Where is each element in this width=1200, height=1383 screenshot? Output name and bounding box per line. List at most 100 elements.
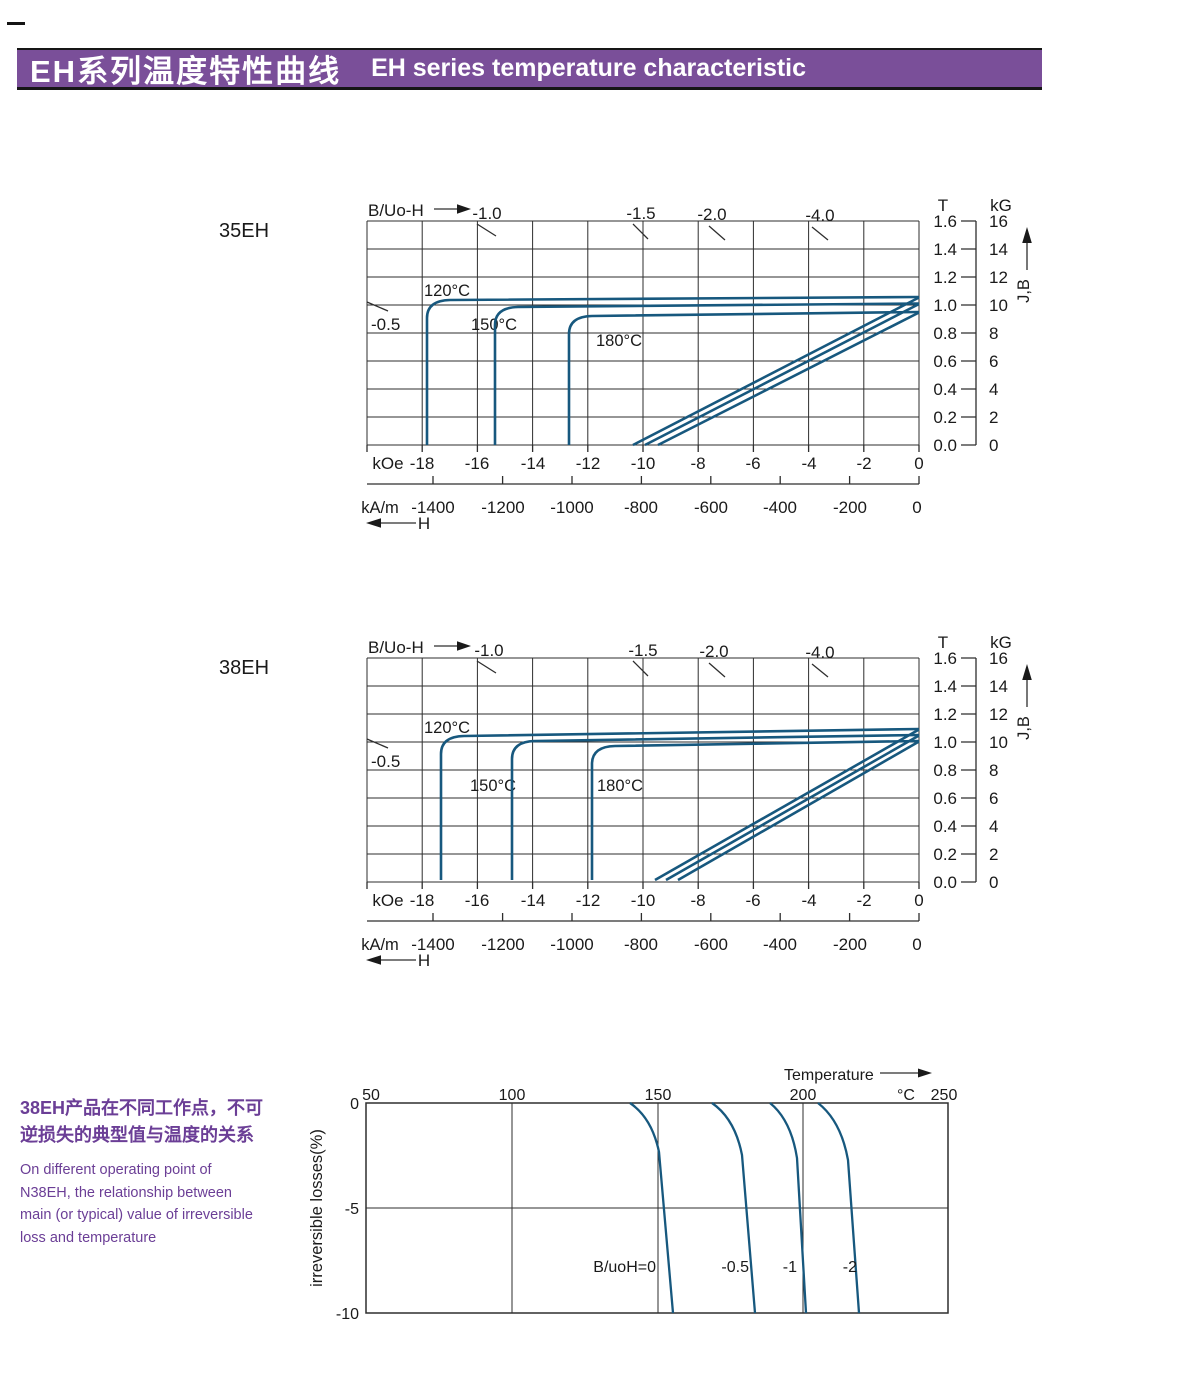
t-unit: T (938, 633, 948, 652)
y-tick-label: 8 (989, 761, 998, 780)
x-tick-label: -2 (856, 891, 871, 910)
page-title-zh: EH系列温度特性曲线 (30, 54, 342, 89)
x-tick-label: -12 (576, 454, 601, 473)
x-unit-koe: kOe (372, 891, 403, 910)
y-axis-name: B/Uo-H (368, 638, 424, 657)
jb-axis-label: J,B (1015, 716, 1033, 740)
t-unit: T (938, 196, 948, 215)
y-tick-label: 0.0 (933, 436, 957, 455)
y-tick-label: 2 (989, 845, 998, 864)
temp-curve-label: 120°C (424, 719, 470, 737)
note-zh-line1: 38EH产品在不同工作点，不可 (20, 1098, 264, 1118)
load-line-label: -1.5 (628, 641, 657, 660)
y-tick-label: 12 (989, 705, 1008, 724)
x-tick-label: -18 (410, 454, 435, 473)
grid-lines (366, 220, 920, 446)
x-tick-label: 0 (914, 454, 923, 473)
curve-label: B/uoH=0 (593, 1259, 656, 1276)
x-tick-label: -18 (410, 891, 435, 910)
y-tick-label: 14 (989, 677, 1008, 696)
x-tick-label: -1400 (411, 935, 454, 954)
y-tick-label: 0.2 (933, 845, 957, 864)
note-en-line2: N38EH, the relationship between (20, 1184, 232, 1201)
load-line-label: -1.0 (474, 641, 503, 660)
load-line-label: -1.5 (626, 204, 655, 223)
h-axis-label: H (418, 951, 430, 970)
curve-label: -1 (783, 1259, 797, 1276)
x-tick-label: 200 (790, 1087, 817, 1104)
y-tick-label: 10 (989, 296, 1008, 315)
axis-ticks (366, 208, 1028, 524)
plot-border (365, 1102, 949, 1314)
y-tick-label: 0.6 (933, 789, 957, 808)
x-tick-label: -1400 (411, 498, 454, 517)
loss-chart: Temperature 50 100 150 200 °C 250 0 -5 -… (308, 1067, 957, 1323)
y-tick-label: 0.4 (933, 817, 957, 836)
x-unit-kam: kA/m (361, 936, 399, 954)
loss-curve-05 (711, 1102, 757, 1314)
kg-unit: kG (990, 196, 1012, 215)
load-line-label: -1.0 (472, 204, 501, 223)
x-tick-label: -1000 (550, 935, 593, 954)
note-zh-line2: 逆损失的典型值与温度的关系 (20, 1125, 254, 1145)
b-curve-180c (657, 311, 920, 447)
b-curve-180c (677, 740, 920, 882)
temp-curve-label: 180°C (597, 777, 643, 795)
y-tick-label: 1.2 (933, 705, 957, 724)
grid-lines (366, 1103, 948, 1313)
y-tick-label: 14 (989, 240, 1008, 259)
note-block: 38EH产品在不同工作点，不可 逆损失的典型值与温度的关系 On differe… (20, 1095, 300, 1249)
curve-label: -2 (843, 1259, 857, 1276)
x-tick-label: -16 (465, 454, 490, 473)
y-tick-label: 2 (989, 408, 998, 427)
load-line-label: -0.5 (371, 752, 400, 771)
x-tick-label: -200 (833, 935, 867, 954)
x-unit-koe: kOe (372, 454, 403, 473)
jb-axis-label: J,B (1015, 279, 1033, 303)
y-tick-label: 0 (989, 873, 998, 892)
y-tick-label: 16 (989, 212, 1008, 231)
y-tick-label: 0 (350, 1096, 359, 1113)
y-tick-label: 0.8 (933, 761, 957, 780)
print-crop-mark (7, 22, 25, 25)
x-tick-label: 100 (499, 1087, 526, 1104)
x-tick-label: -10 (631, 891, 656, 910)
header-banner: EH系列温度特性曲线 EH series temperature charact… (17, 48, 1042, 90)
note-en-line1: On different operating point of (20, 1162, 212, 1178)
j-curve-120c (425, 295, 920, 445)
y-tick-label: 6 (989, 789, 998, 808)
j-curve-150c (493, 302, 920, 445)
demag-grid-38eh (365, 640, 1033, 966)
b-curve-120c (632, 296, 920, 447)
y-tick-label: 1.4 (933, 677, 957, 696)
load-line-label: -2.0 (697, 205, 726, 224)
x-tick-label: -400 (763, 935, 797, 954)
x-tick-label: 250 (931, 1087, 958, 1104)
x-tick-label: -6 (745, 454, 760, 473)
j-curve-180c (567, 310, 920, 445)
chart-38eh: 38EH B/Uo-H -1.0 -1.5 -2.0 -4.0 -0.5 120… (219, 633, 1033, 970)
j-curve-150c (510, 733, 920, 880)
j-curve-120c (439, 727, 920, 880)
x-tick-label: 0 (912, 935, 921, 954)
y-tick-label: 0.2 (933, 408, 957, 427)
x-tick-label: -4 (801, 454, 816, 473)
y-tick-label: 1.2 (933, 268, 957, 287)
y-axis-title: irreversible losses(%) (308, 1129, 326, 1287)
y-tick-label: 8 (989, 324, 998, 343)
kg-unit: kG (990, 633, 1012, 652)
x-tick-label: -400 (763, 498, 797, 517)
x-unit: °C (897, 1087, 915, 1104)
j-curve-180c (590, 739, 920, 880)
x-tick-label: -14 (521, 454, 546, 473)
y-tick-label: 0.8 (933, 324, 957, 343)
x-tick-label: -200 (833, 498, 867, 517)
x-tick-label: 150 (645, 1087, 672, 1104)
x-tick-label: -6 (745, 891, 760, 910)
y-tick-label: 12 (989, 268, 1008, 287)
temp-curve-label: 150°C (470, 777, 516, 795)
chart-title: 38EH (219, 657, 269, 679)
y-tick-label: 0.4 (933, 380, 957, 399)
y-tick-label: 1.0 (933, 733, 957, 752)
x-tick-label: -2 (856, 454, 871, 473)
